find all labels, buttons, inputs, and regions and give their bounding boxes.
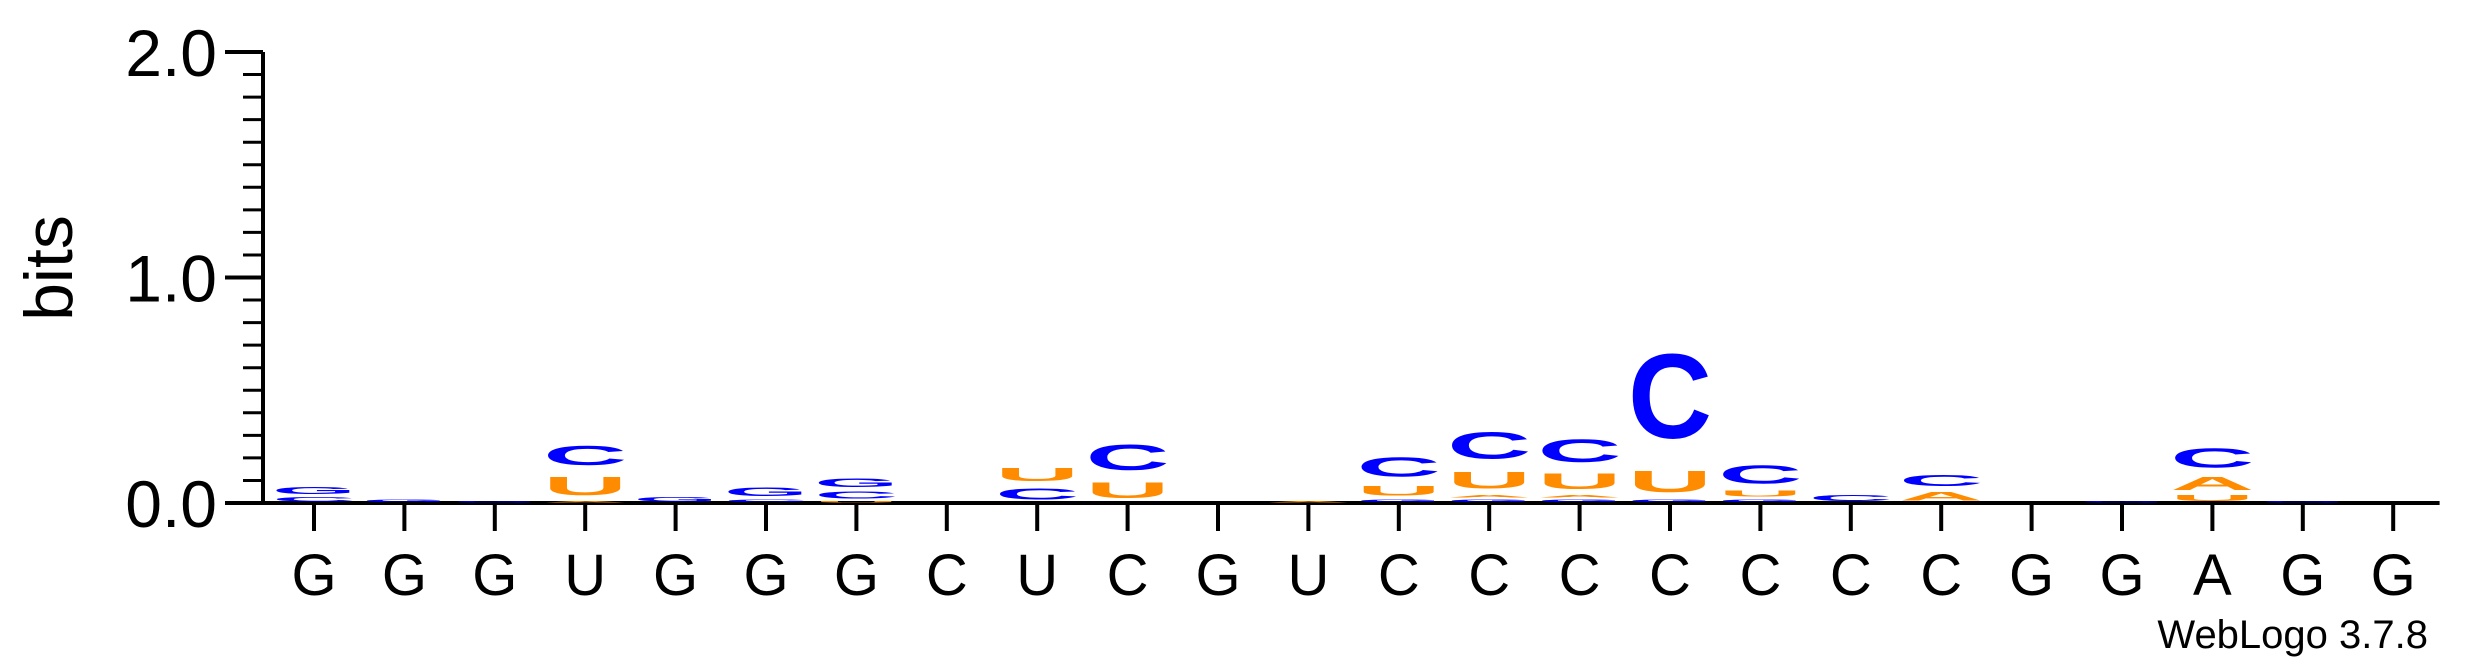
logo-letter-c: C: [543, 440, 627, 472]
x-tick-label: G: [2371, 543, 2416, 608]
logo-letter-c: C: [1628, 330, 1712, 464]
logo-letter-u: U: [543, 471, 627, 500]
logo-letter-g: G: [2080, 501, 2164, 503]
logo-letter-g: G: [1357, 499, 1441, 503]
logo-letter-c: C: [1899, 471, 1983, 489]
x-tick-label: A: [2193, 543, 2232, 608]
logo-letter-c: C: [1357, 451, 1441, 483]
logo-letter-g: G: [2261, 501, 2345, 503]
logo-letter-g: G: [1538, 499, 1622, 503]
logo-letter-a: A: [1538, 494, 1622, 498]
x-tick-label: G: [653, 543, 698, 608]
logo-letter-a: A: [1447, 494, 1531, 498]
logo-letter-a: A: [2170, 474, 2254, 494]
logo-letter-u: U: [995, 465, 1079, 485]
logo-letter-g: G: [362, 499, 446, 503]
x-tick-label: C: [1107, 543, 1149, 608]
logo-letter-c: C: [724, 499, 808, 503]
x-tick-label: U: [1016, 543, 1058, 608]
x-tick-label: C: [926, 543, 968, 608]
y-tick-label: 2.0: [125, 16, 217, 90]
x-tick-label: G: [1195, 543, 1240, 608]
logo-letter-u: U: [814, 501, 898, 503]
logo-letter-g: G: [453, 501, 537, 503]
logo-letter-g: G: [1447, 499, 1531, 503]
logo-letter-a: A: [1266, 501, 1350, 503]
x-tick-label: C: [1739, 543, 1781, 608]
logo-letter-c: C: [272, 496, 356, 503]
x-tick-label: G: [472, 543, 517, 608]
logo-letter-c: C: [1538, 433, 1622, 469]
logo-letter-a: A: [1899, 489, 1983, 503]
x-tick-label: G: [2099, 543, 2144, 608]
logo-letter-a: A: [543, 501, 627, 503]
logo-letter-u: U: [1718, 489, 1802, 498]
y-axis: 0.0 1.0 2.0: [125, 16, 265, 541]
x-tick-label: G: [382, 543, 427, 608]
logo-letter-c: C: [814, 490, 898, 501]
x-tick-label: C: [1649, 543, 1691, 608]
logo-letter-u: U: [2170, 494, 2254, 503]
logo-letter-c: C: [1718, 460, 1802, 489]
weblogo-credit: WebLogo 3.7.8: [2157, 613, 2428, 657]
logo-letter-g: G: [634, 496, 718, 503]
logo-letter-g: G: [1628, 499, 1712, 503]
logo-letter-u: U: [1538, 469, 1622, 494]
logo-letter-c: C: [1086, 438, 1170, 478]
logo-letter-c: C: [2170, 442, 2254, 474]
x-tick-label: C: [1830, 543, 1872, 608]
x-tick-label: G: [2009, 543, 2054, 608]
x-tick-label: G: [2280, 543, 2325, 608]
logo-letter-g: G: [1718, 499, 1802, 503]
x-tick-label: G: [834, 543, 879, 608]
y-axis-label: bits: [11, 215, 87, 321]
logo-letter-g: G: [724, 485, 808, 499]
x-tick-label: C: [1378, 543, 1420, 608]
x-tick-label: U: [564, 543, 606, 608]
logo-letter-c: C: [995, 485, 1079, 503]
x-tick-label: C: [1559, 543, 1601, 608]
x-tick-label: G: [291, 543, 336, 608]
y-tick-label: 1.0: [125, 242, 217, 316]
logo-letter-u: U: [1357, 483, 1441, 499]
x-tick-label: C: [1920, 543, 1962, 608]
logo-letter-u: U: [1086, 478, 1170, 503]
logo-letter-g: G: [272, 485, 356, 496]
x-tick-label: C: [1468, 543, 1510, 608]
logo-letter-u: U: [1447, 467, 1531, 494]
x-tick-label: G: [743, 543, 788, 608]
logo-letter-g: G: [814, 476, 898, 490]
logo-letter-c: C: [1809, 494, 1893, 503]
logo-letter-u: U: [1628, 465, 1712, 499]
logo-letter-c: C: [1447, 424, 1531, 466]
y-tick-label: 0.0: [125, 467, 217, 541]
x-tick-label: U: [1287, 543, 1329, 608]
